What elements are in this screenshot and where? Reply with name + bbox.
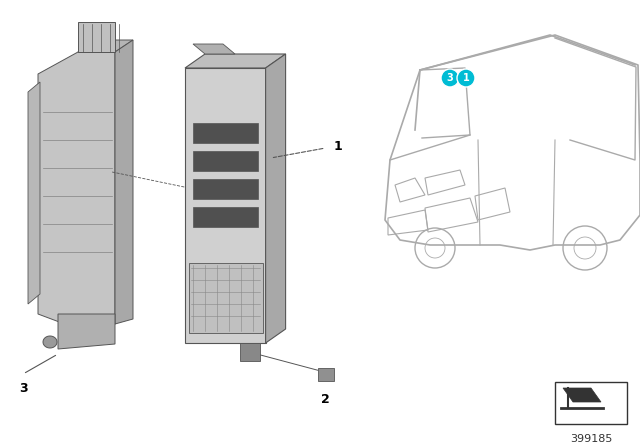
Polygon shape [240, 343, 260, 361]
Polygon shape [563, 388, 601, 402]
Text: 1: 1 [333, 139, 342, 152]
Polygon shape [193, 44, 235, 54]
Text: 3: 3 [447, 73, 453, 83]
Polygon shape [115, 40, 133, 324]
Bar [555, 382, 627, 424]
Polygon shape [38, 52, 115, 329]
Circle shape [457, 69, 475, 87]
Polygon shape [78, 40, 133, 52]
Polygon shape [185, 68, 266, 343]
Polygon shape [266, 54, 285, 343]
Text: 2: 2 [321, 393, 330, 406]
Polygon shape [317, 368, 333, 381]
Circle shape [441, 69, 459, 87]
Polygon shape [189, 263, 263, 333]
FancyBboxPatch shape [193, 123, 258, 143]
Polygon shape [78, 22, 115, 52]
Polygon shape [185, 54, 285, 68]
Text: 399185: 399185 [570, 434, 612, 444]
Polygon shape [43, 336, 57, 348]
Polygon shape [28, 82, 40, 304]
FancyBboxPatch shape [193, 207, 258, 227]
Text: 1: 1 [463, 73, 469, 83]
FancyBboxPatch shape [193, 151, 258, 171]
Text: 3: 3 [19, 382, 28, 395]
FancyBboxPatch shape [193, 179, 258, 199]
Polygon shape [58, 314, 115, 349]
